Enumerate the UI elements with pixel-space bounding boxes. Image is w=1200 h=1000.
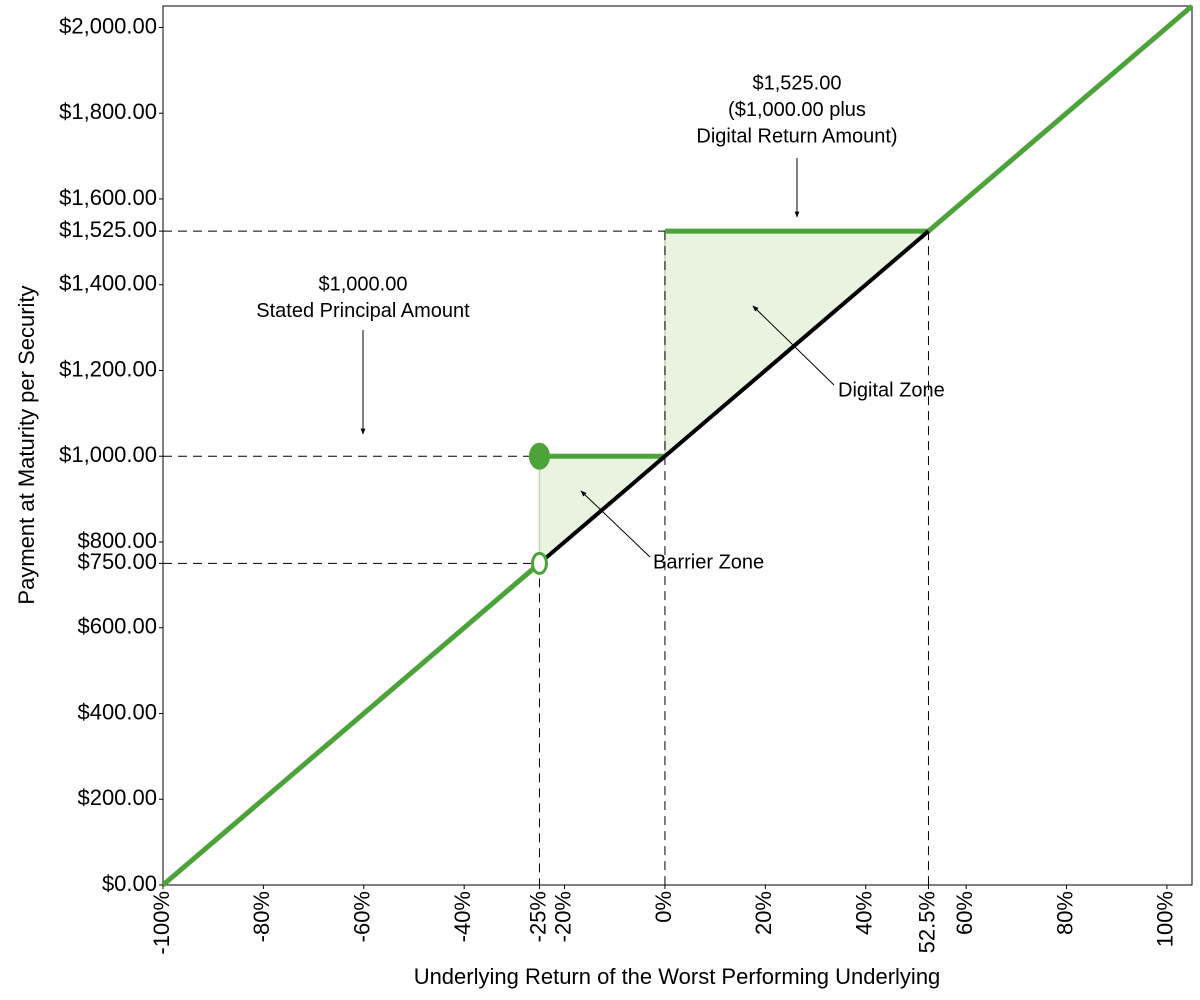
- plot-frame: [162, 5, 1193, 886]
- endpoint-marker: [530, 551, 548, 575]
- y-tick-label: $750.00: [77, 549, 157, 574]
- y-tick-label: $1,525.00: [59, 217, 157, 242]
- x-tick-label: 0%: [651, 891, 676, 923]
- x-tick-label: 100%: [1153, 891, 1178, 947]
- y-axis-label: Payment at Maturity per Security: [14, 285, 39, 604]
- y-tick-label: $400.00: [77, 699, 157, 724]
- y-tick-label: $1,600.00: [59, 185, 157, 210]
- endpoint-marker: [528, 442, 550, 470]
- annotation-arrow: [752, 305, 835, 386]
- y-tick-label: $1,000.00: [59, 442, 157, 467]
- annotation-text: $1,000.00: [319, 273, 408, 295]
- y-tick-label: $1,800.00: [59, 99, 157, 124]
- y-tick-label: $1,400.00: [59, 271, 157, 296]
- annotation-text: $1,525.00: [753, 72, 842, 94]
- annotation-text: Digital Zone: [838, 379, 945, 401]
- x-tick-label: 60%: [952, 891, 977, 935]
- x-tick-label: -100%: [149, 891, 174, 955]
- annotation-text: Stated Principal Amount: [256, 300, 470, 322]
- annotation-text: ($1,000.00 plus: [728, 99, 866, 121]
- y-tick-label: $800.00: [77, 528, 157, 553]
- x-tick-label: 40%: [852, 891, 877, 935]
- y-tick-label: $1,200.00: [59, 356, 157, 381]
- x-tick-label: 80%: [1052, 891, 1077, 935]
- y-tick-label: $2,000.00: [59, 13, 157, 38]
- payoff-line: [538, 229, 930, 565]
- annotation-text: Digital Return Amount): [696, 125, 897, 147]
- x-tick-label: -40%: [450, 891, 475, 942]
- x-tick-label: 20%: [751, 891, 776, 935]
- annotation-text: Barrier Zone: [653, 551, 764, 573]
- x-tick-label: -80%: [249, 891, 274, 942]
- y-tick-label: $200.00: [77, 785, 157, 810]
- x-tick-label: 52.5%: [914, 891, 939, 953]
- x-tick-label: -20%: [550, 891, 575, 942]
- annotation-arrow: [580, 490, 651, 558]
- x-axis-label: Underlying Return of the Worst Performin…: [414, 964, 941, 989]
- payoff-line: [161, 4, 1194, 887]
- y-tick-label: $0.00: [102, 871, 157, 896]
- x-tick-label: -60%: [350, 891, 375, 942]
- y-tick-label: $600.00: [77, 614, 157, 639]
- x-tick-label: -25%: [525, 891, 550, 942]
